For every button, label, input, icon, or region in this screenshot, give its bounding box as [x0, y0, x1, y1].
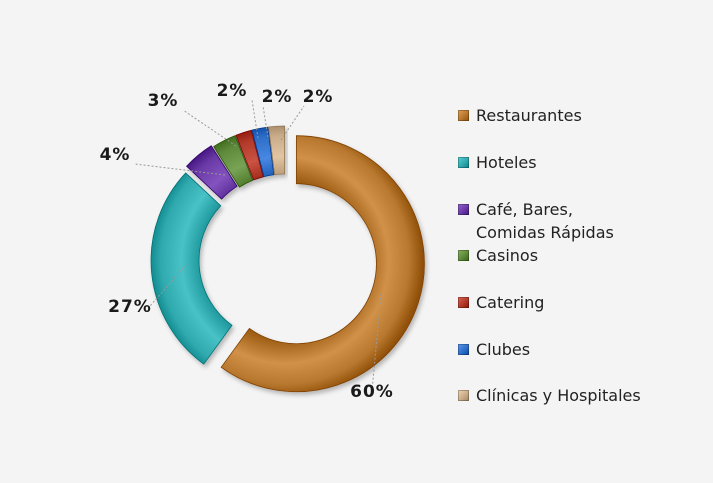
legend-swatch-4 [458, 250, 469, 261]
legend-label-5: Catering [476, 293, 545, 312]
donut-slice-3 [186, 145, 238, 200]
legend-swatch-5 [458, 297, 469, 308]
data-label-2: 27% [108, 297, 152, 317]
legend-swatch-6 [458, 344, 469, 355]
donut-slice-6 [251, 126, 275, 178]
legend-item-4: Casinos [458, 245, 708, 267]
leader-line-5 [251, 99, 259, 139]
legend-swatch-2 [458, 157, 469, 168]
legend-swatch-1 [458, 110, 469, 121]
leader-line-2 [149, 264, 187, 307]
legend-item-1: Restaurantes [458, 105, 708, 127]
donut-slice-1 [220, 135, 425, 393]
legend-swatch-3 [458, 204, 469, 215]
leader-line-7 [280, 105, 305, 141]
donut-slice-2 [150, 172, 233, 365]
donut-slices [150, 125, 425, 393]
legend-label-1: Restaurantes [476, 106, 582, 125]
leader-line-4 [182, 109, 237, 147]
data-label-4: 3% [148, 91, 179, 111]
data-label-1: 60% [350, 382, 394, 402]
legend-swatch-7 [458, 390, 469, 401]
legend-item-3: Café, Bares, Comidas Rápidas [458, 199, 708, 244]
data-label-5: 2% [217, 81, 248, 101]
data-label-7: 2% [303, 87, 334, 107]
legend-label-3: Café, Bares, Comidas Rápidas [476, 200, 614, 242]
data-labels: 60% 27% 4% 3% 2% 2% 2% [100, 81, 394, 402]
data-label-6: 2% [262, 87, 293, 107]
legend-item-6: Clubes [458, 339, 708, 361]
legend-label-7: Clínicas y Hospitales [476, 386, 641, 405]
legend-item-7: Clínicas y Hospitales [458, 385, 708, 407]
leader-line-3 [134, 163, 226, 176]
legend-label-6: Clubes [476, 340, 531, 359]
donut-slice-7 [268, 125, 286, 176]
leader-line-1 [371, 293, 382, 392]
donut-slice-5 [235, 129, 264, 181]
legend-item-5: Catering [458, 292, 708, 314]
legend-label-4: Casinos [476, 246, 539, 265]
donut-slice-4 [213, 135, 254, 188]
legend-item-2: Hoteles [458, 152, 708, 174]
legend-label-2: Hoteles [476, 153, 537, 172]
leader-lines [134, 99, 382, 392]
data-label-3: 4% [100, 145, 131, 165]
leader-line-6 [262, 105, 269, 138]
